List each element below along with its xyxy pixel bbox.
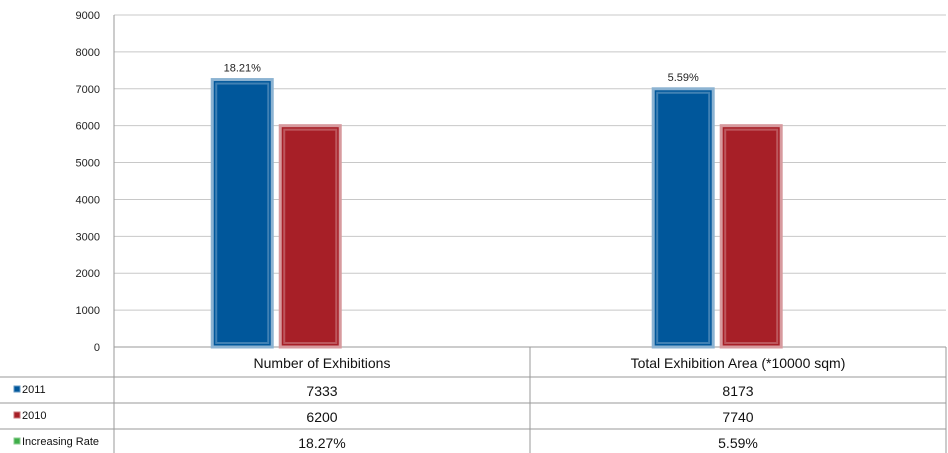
table-cell: 18.27% [298, 435, 345, 451]
y-tick-label: 2000 [76, 268, 100, 280]
table-cell: 7740 [722, 409, 753, 425]
data-label: 5.59% [668, 72, 699, 84]
y-tick-label: 4000 [76, 194, 100, 206]
category-label: Total Exhibition Area (*10000 sqm) [631, 355, 846, 371]
bar-inner-highlight [215, 82, 270, 345]
data-labels: 18.21% 5.59% [224, 63, 699, 84]
y-tick-label: 8000 [76, 47, 100, 59]
y-axis-ticks: 0 1000 2000 3000 4000 5000 6000 7000 8000 9000 [76, 10, 100, 354]
bar-2010 [278, 124, 342, 349]
y-tick-label: 0 [94, 342, 100, 354]
data-table: Number of Exhibitions Total Exhibition Ar… [0, 347, 947, 453]
y-tick-label: 3000 [76, 231, 100, 243]
table-cell: 8173 [722, 383, 753, 399]
y-tick-label: 7000 [76, 84, 100, 96]
bar-inner-highlight [656, 91, 711, 345]
bar-inner-highlight [724, 128, 779, 344]
legend-label: 2010 [22, 410, 46, 422]
y-tick-label: 6000 [76, 121, 100, 133]
legend-swatch-2011 [13, 385, 21, 393]
y-tick-label: 5000 [76, 158, 100, 170]
bar-2011 [651, 87, 715, 349]
legend-swatch-2010 [13, 411, 21, 419]
bars [210, 78, 783, 349]
bar-2011 [210, 78, 274, 349]
table-cell: 6200 [306, 409, 337, 425]
data-label: 18.21% [224, 63, 262, 75]
table-cell: 5.59% [718, 435, 758, 451]
legend-swatch-increasing-rate [13, 437, 21, 445]
bar-2010 [719, 124, 783, 349]
table-cell: 7333 [306, 383, 337, 399]
legend-label: Increasing Rate [22, 436, 99, 448]
y-tick-label: 1000 [76, 305, 100, 317]
y-tick-label: 9000 [76, 10, 100, 22]
legend-label: 2011 [22, 384, 46, 396]
category-label: Number of Exhibitions [254, 355, 391, 371]
bar-inner-highlight [283, 128, 338, 344]
